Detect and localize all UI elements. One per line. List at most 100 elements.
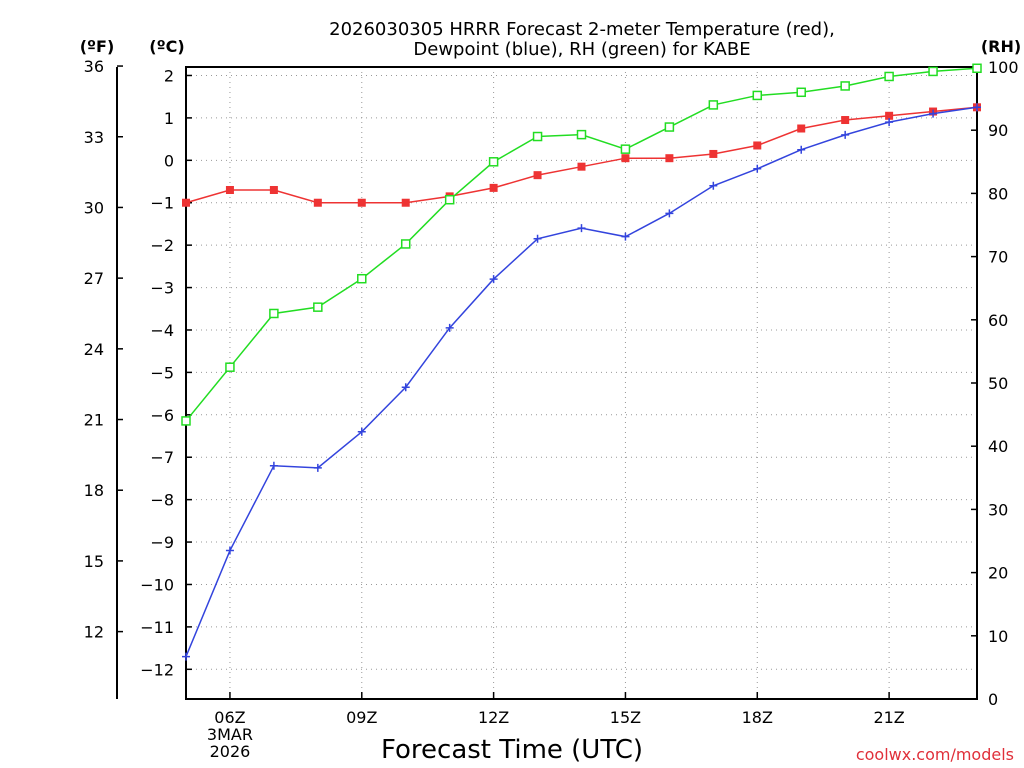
rh-unit-label: (RH): [981, 37, 1021, 56]
dewpoint-point: [885, 118, 894, 127]
temperature-point: [225, 186, 234, 195]
x-axis-label: Forecast Time (UTC): [381, 735, 643, 765]
celsius-tick-label: −3: [150, 279, 174, 298]
time-tick-label: 15Z: [610, 708, 641, 727]
fahrenheit-tick-label: 15: [84, 552, 104, 571]
fahrenheit-tick-label: 18: [84, 481, 104, 500]
dewpoint-point: [621, 232, 630, 241]
rh-point: [664, 122, 675, 132]
rh-tick-label: 70: [988, 248, 1008, 267]
dewpoint-point: [269, 461, 278, 470]
fahrenheit-tick-label: 36: [84, 57, 104, 76]
temperature-point: [797, 124, 806, 133]
rh-point: [972, 63, 982, 74]
credit-label: coolwx.com/models: [856, 745, 1014, 764]
celsius-tick-label: −4: [150, 321, 174, 340]
rh-point: [840, 81, 850, 91]
fahrenheit-tick-label: 33: [84, 128, 104, 147]
chart-title-line-1: 2026030305 HRRR Forecast 2-meter Tempera…: [329, 19, 835, 40]
temperature-point: [577, 162, 586, 171]
celsius-tick-label: −10: [140, 575, 174, 594]
rh-tick-label: 30: [988, 500, 1008, 519]
temperature-point: [269, 186, 278, 195]
rh-tick-label: 80: [988, 184, 1008, 203]
time-tick-label: 09Z: [346, 708, 377, 727]
rh-point: [928, 66, 938, 77]
rh-point: [532, 131, 543, 142]
time-tick-label: 12Z: [478, 708, 509, 727]
celsius-tick-label: −9: [150, 533, 174, 552]
rh-point: [444, 194, 455, 205]
celsius-tick-label: −8: [150, 491, 174, 510]
rh-tick-label: 20: [988, 564, 1008, 583]
celsius-tick-label: −12: [140, 660, 174, 679]
rh-point: [884, 71, 894, 82]
rh-tick-label: 60: [988, 311, 1008, 330]
fahrenheit-tick-label: 12: [84, 623, 104, 642]
celsius-tick-label: −11: [140, 618, 174, 637]
rh-tick-label: 50: [988, 374, 1008, 393]
time-tick-label: 18Z: [742, 708, 773, 727]
celsius-tick-label: 1: [164, 109, 174, 128]
dewpoint-point: [709, 181, 718, 190]
temperature-point: [709, 149, 718, 158]
fahrenheit-tick-label: 30: [84, 198, 104, 217]
temperature-point: [401, 198, 410, 207]
rh-point: [488, 157, 499, 167]
temperature-point: [885, 111, 894, 120]
temperature-point: [841, 116, 850, 125]
fahrenheit-axis: 36 33 30 27 24 21 18 15 12: [84, 57, 123, 699]
time-tick-label: 3MAR: [207, 725, 253, 744]
celsius-tick-label: −5: [150, 363, 174, 382]
celsius-unit-label: (ºC): [149, 37, 184, 56]
temperature-point: [489, 183, 498, 192]
rh-tick-label: 40: [988, 437, 1008, 456]
gridlines: [186, 67, 977, 699]
dewpoint-point: [182, 652, 190, 661]
dewpoint-point: [225, 546, 234, 555]
time-tick-label: 21Z: [873, 708, 904, 727]
celsius-tick-label: −7: [150, 448, 174, 467]
chart-title-line-2: Dewpoint (blue), RH (green) for KABE: [413, 39, 750, 60]
rh-tick-label: 100: [988, 58, 1019, 77]
dewpoint-point: [753, 164, 762, 173]
dewpoint-point: [929, 109, 938, 118]
temperature-point: [357, 198, 366, 207]
rh-point: [313, 302, 323, 312]
time-tick-label: 06Z: [214, 708, 245, 727]
time-tick-label: 2026: [210, 742, 251, 761]
temperature-point: [621, 154, 630, 163]
celsius-tick-label: −2: [150, 236, 174, 255]
celsius-axis: 2 1 0 −1 −2 −3 −4 −5 −6 −7 −8 −9 −10 −11 −12: [140, 66, 192, 679]
dewpoint-point: [797, 145, 806, 154]
dewpoint-point: [533, 234, 542, 243]
fahrenheit-unit-label: (ºF): [80, 37, 115, 56]
fahrenheit-tick-label: 21: [84, 411, 104, 430]
temperature-point: [533, 171, 542, 180]
rh-point: [357, 273, 367, 284]
temperature-point: [313, 198, 322, 207]
dewpoint-point: [577, 224, 586, 233]
celsius-tick-label: −1: [150, 194, 174, 213]
rh-point: [269, 308, 279, 319]
series-layer: [181, 63, 982, 661]
fahrenheit-tick-label: 24: [84, 340, 104, 359]
celsius-tick-label: 0: [164, 151, 174, 170]
dewpoint-point: [973, 103, 981, 112]
dewpoint-point: [445, 323, 454, 332]
celsius-tick-label: −6: [150, 406, 174, 425]
rh-point: [225, 362, 235, 372]
dewpoint-point: [841, 130, 850, 139]
rh-point: [708, 100, 719, 110]
rh-point: [576, 129, 587, 140]
rh-point: [752, 90, 763, 101]
temperature-point: [182, 198, 190, 207]
rh-point: [400, 239, 411, 249]
dewpoint-point: [665, 209, 674, 218]
rh-tick-label: 90: [988, 121, 1008, 140]
rh-tick-label: 0: [988, 690, 998, 709]
